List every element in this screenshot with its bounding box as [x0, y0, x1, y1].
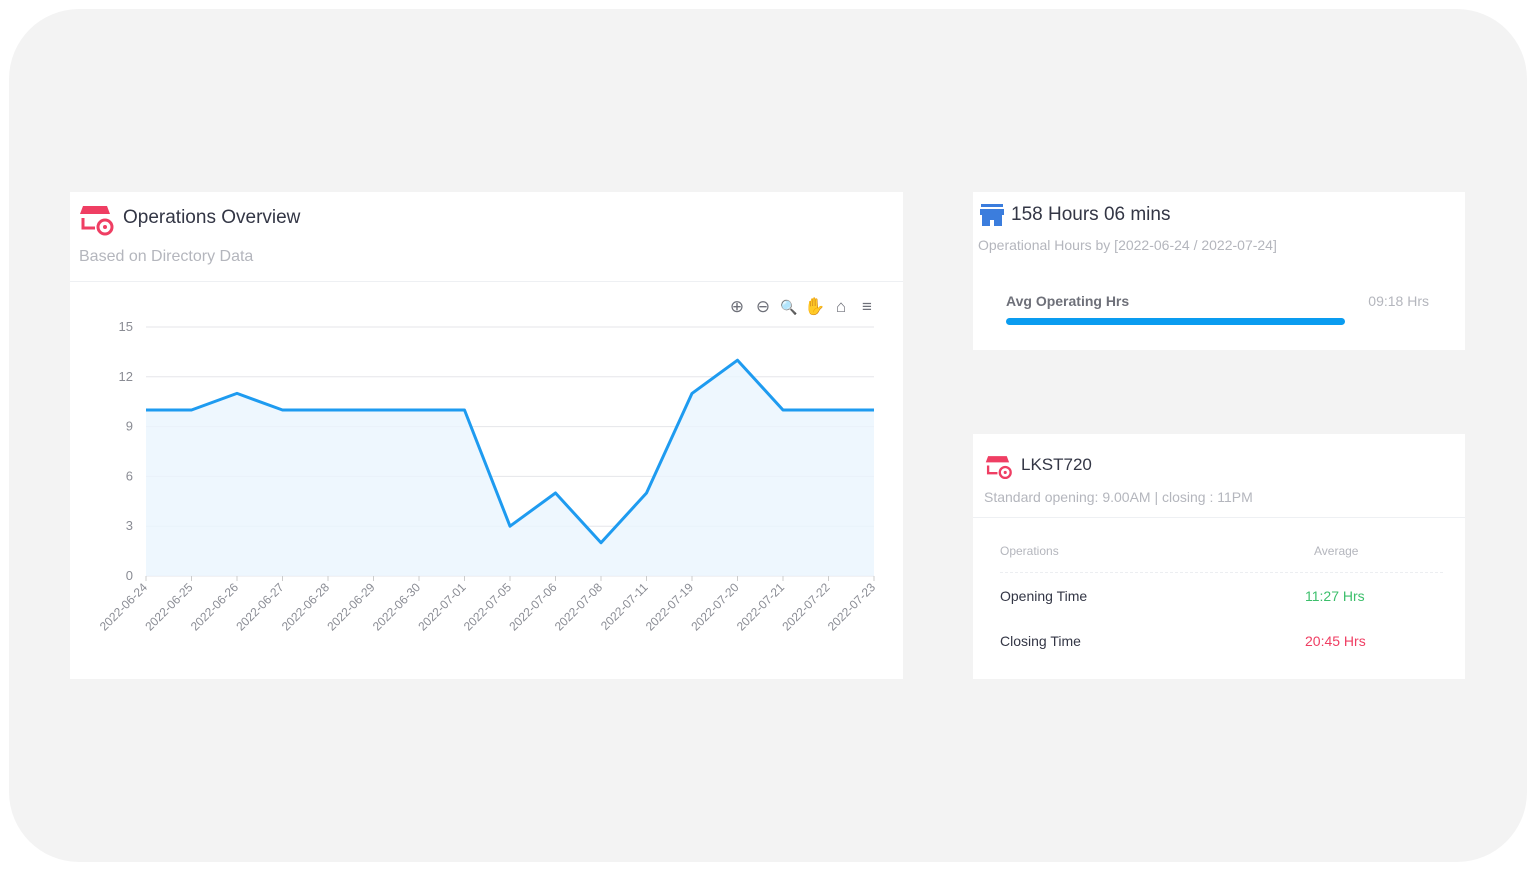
x-tick-label: 2022-07-23	[825, 580, 879, 634]
operations-chart: 036912152022-06-242022-06-252022-06-2620…	[97, 319, 879, 634]
store-icon	[980, 204, 1004, 226]
avg-value: 09:18 Hrs	[1368, 293, 1429, 309]
card-subtitle: Based on Directory Data	[79, 248, 254, 265]
y-tick-label: 6	[126, 468, 133, 483]
x-tick-label: 2022-06-25	[142, 580, 196, 634]
selection-zoom-icon[interactable]: 🔍	[780, 299, 798, 315]
store-card: LKST720 Standard opening: 9.00AM | closi…	[973, 434, 1465, 679]
operations-overview-card: Operations Overview Based on Directory D…	[70, 192, 903, 679]
x-tick-label: 2022-07-19	[643, 580, 697, 634]
x-tick-label: 2022-06-29	[324, 580, 378, 634]
hours-title: 158 Hours 06 mins	[1011, 204, 1171, 225]
hours-subtitle: Operational Hours by [2022-06-24 / 2022-…	[978, 237, 1277, 253]
row-value: 11:27 Hrs	[1305, 588, 1365, 604]
area-fill	[146, 360, 874, 576]
store-clock-icon	[80, 206, 114, 236]
row-label: Opening Time	[1000, 588, 1088, 604]
divider	[973, 517, 1465, 518]
row-label: Closing Time	[1000, 633, 1081, 649]
series-line	[146, 358, 874, 545]
x-tick-label: 2022-06-24	[97, 580, 151, 634]
divider	[1000, 572, 1443, 573]
avg-progress-fill	[1006, 318, 1346, 325]
header-average: Average	[1314, 544, 1359, 558]
card-title: Operations Overview	[123, 207, 301, 228]
store-subtitle: Standard opening: 9.00AM | closing : 11P…	[984, 489, 1253, 505]
y-tick-label: 12	[119, 369, 133, 384]
zoom-in-icon[interactable]: ⊕	[729, 297, 745, 316]
x-tick-label: 2022-06-28	[279, 580, 333, 634]
x-tick-label: 2022-07-20	[688, 580, 742, 634]
chart-toolbar: ⊕ ⊖ 🔍 ✋ ⌂ ≡	[726, 296, 878, 318]
store-title: LKST720	[1021, 455, 1092, 474]
reset-home-icon[interactable]: ⌂	[835, 297, 847, 316]
x-tick-label: 2022-07-01	[415, 580, 469, 634]
row-value: 20:45 Hrs	[1305, 633, 1366, 649]
x-tick-label: 2022-06-26	[188, 580, 242, 634]
x-tick-label: 2022-07-06	[506, 580, 560, 634]
y-tick-label: 3	[126, 518, 133, 533]
x-tick-label: 2022-07-21	[734, 580, 788, 634]
store-clock-icon	[985, 456, 1012, 480]
x-tick-label: 2022-07-08	[552, 580, 606, 634]
pan-icon[interactable]: ✋	[804, 297, 826, 316]
y-tick-label: 15	[119, 319, 133, 334]
avg-label: Avg Operating Hrs	[1006, 293, 1130, 309]
x-tick-label: 2022-07-22	[779, 580, 833, 634]
y-tick-label: 9	[126, 419, 133, 434]
header-operations: Operations	[1000, 544, 1059, 558]
x-tick-label: 2022-06-30	[370, 580, 424, 634]
avg-progress-track	[1006, 318, 1430, 325]
y-tick-label: 0	[126, 568, 133, 583]
hours-card: 158 Hours 06 mins Operational Hours by […	[973, 192, 1465, 350]
x-tick-label: 2022-07-05	[461, 580, 515, 634]
x-tick-label: 2022-06-27	[233, 580, 287, 634]
menu-icon[interactable]: ≡	[862, 297, 872, 316]
zoom-out-icon[interactable]: ⊖	[755, 297, 771, 316]
divider	[70, 281, 903, 282]
